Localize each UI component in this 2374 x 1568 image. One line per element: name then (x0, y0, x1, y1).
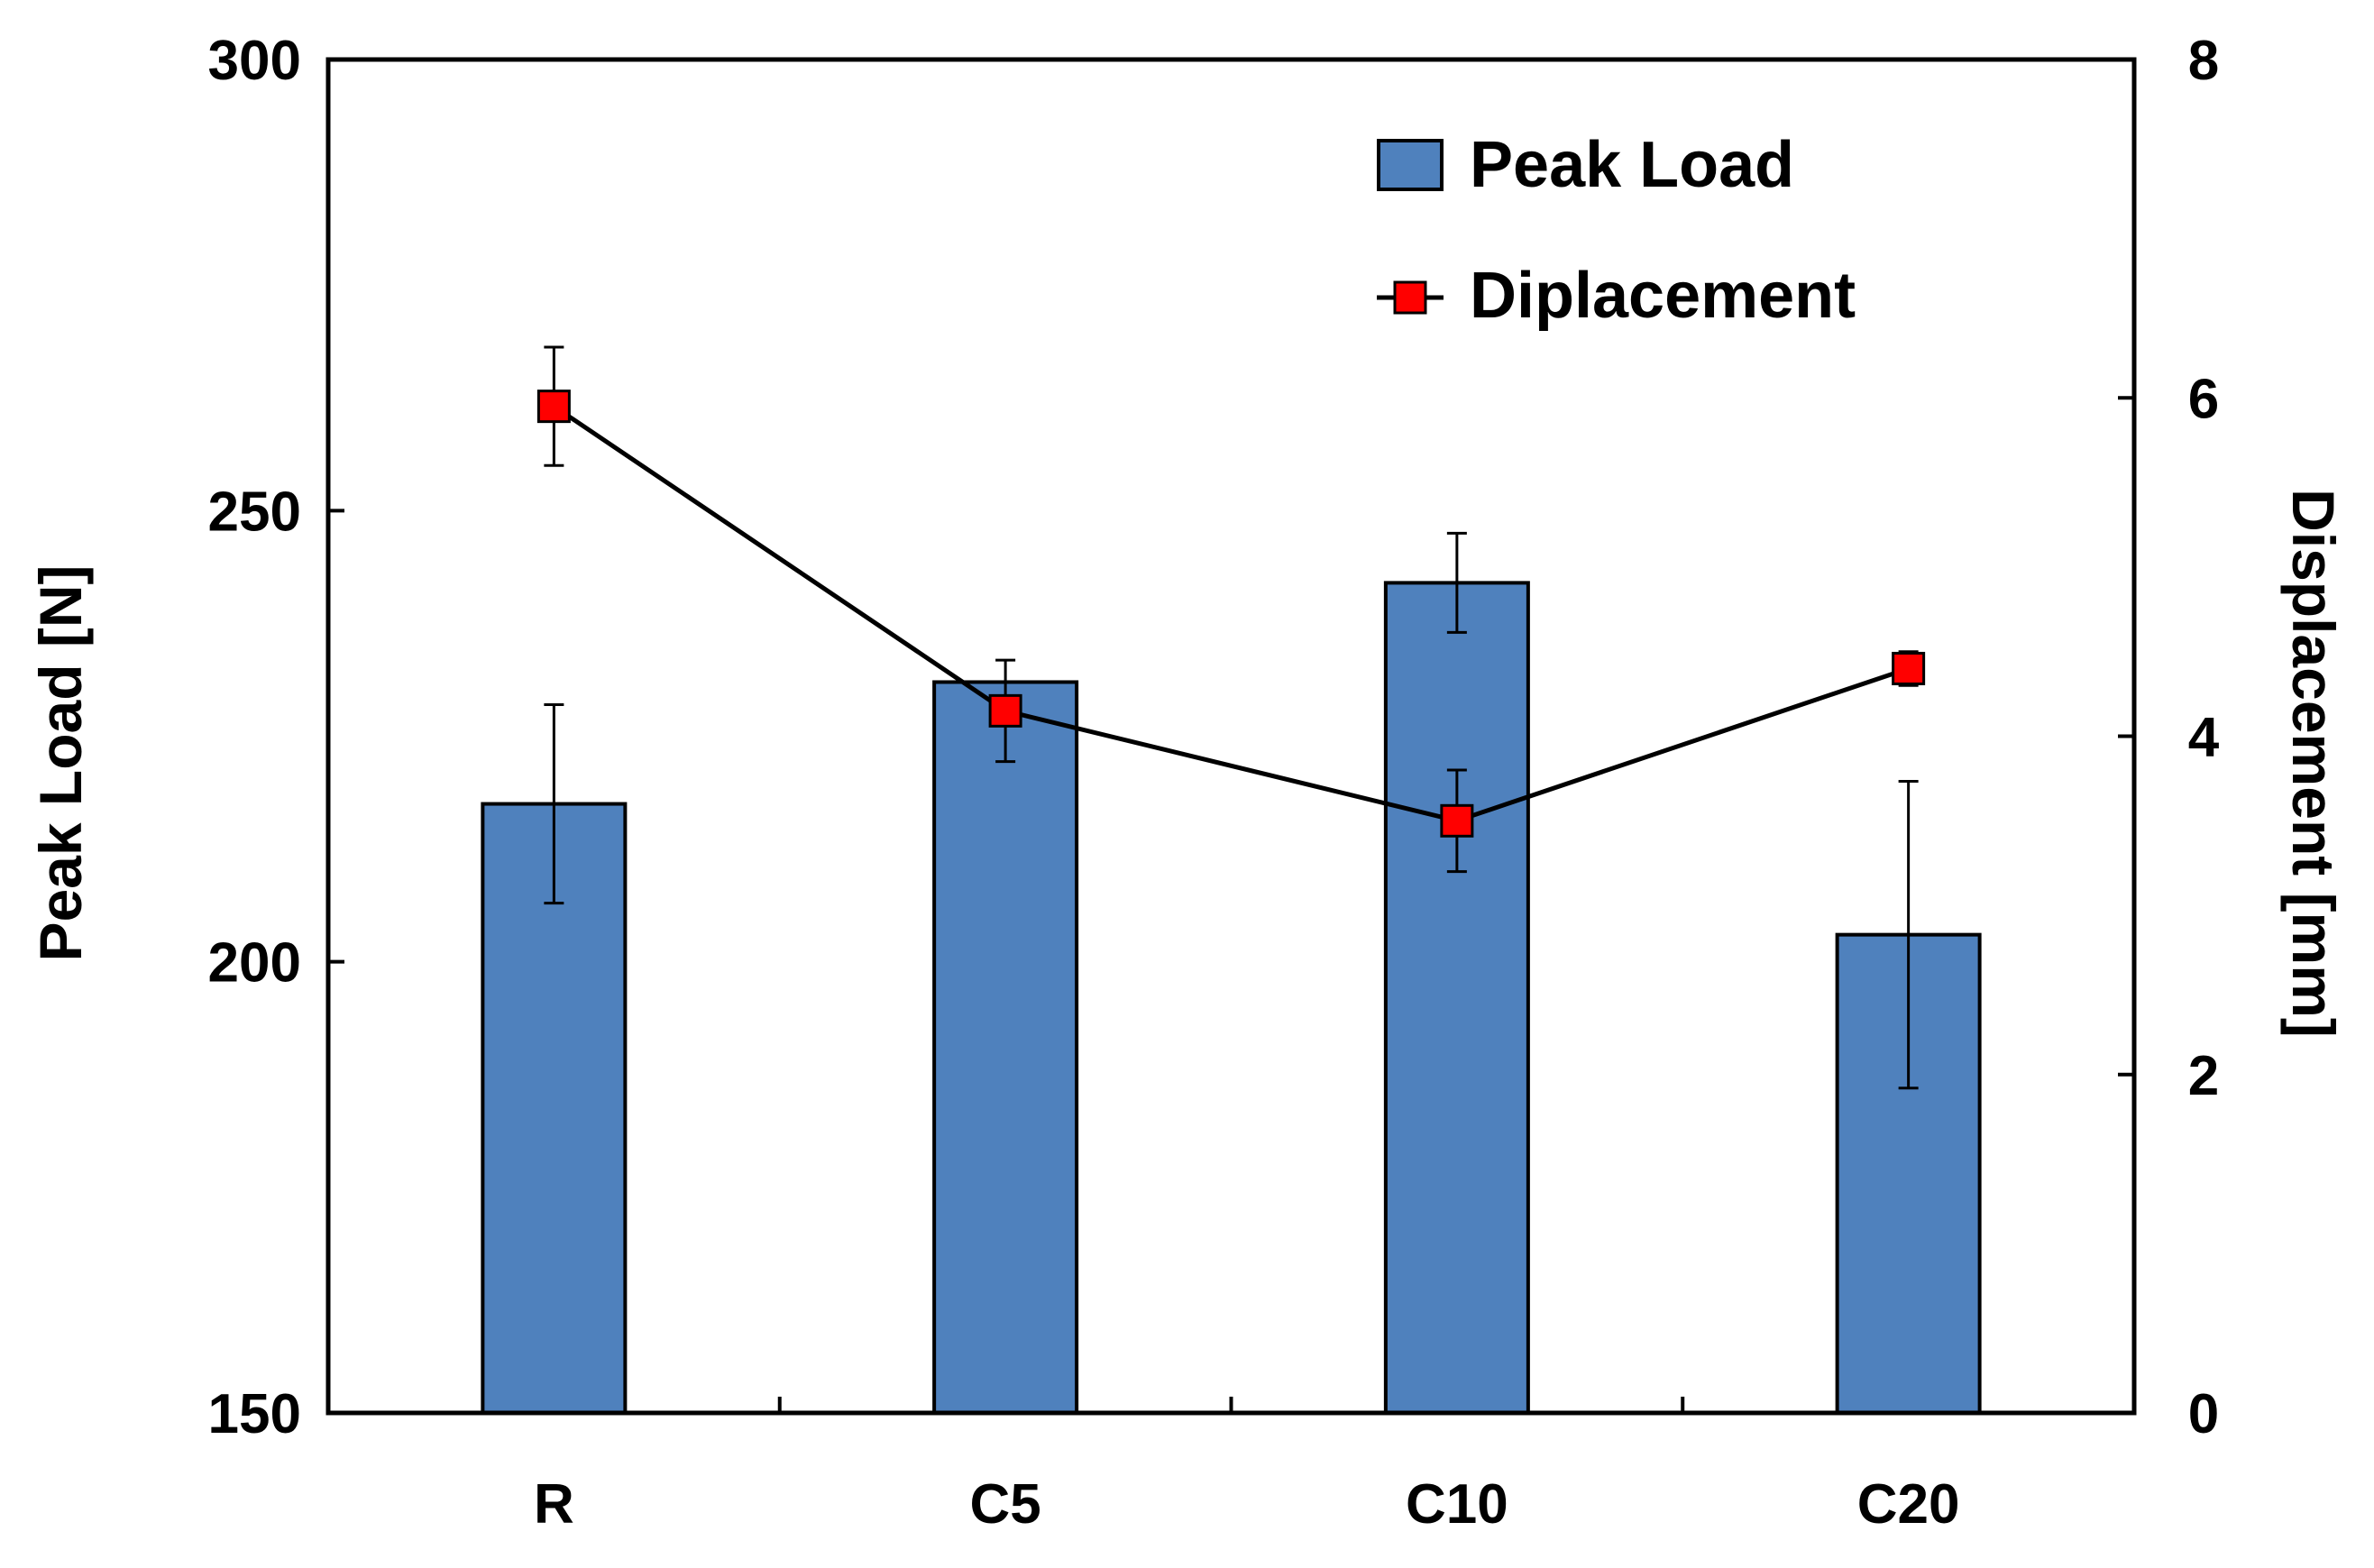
right-axis-ticks: 0 2 4 6 8 (2118, 30, 2220, 1445)
x-tick-label-c20: C20 (1857, 1473, 1960, 1536)
y2-tick-label: 8 (2188, 30, 2219, 92)
y2-tick-label: 4 (2188, 707, 2220, 769)
point-c5 (988, 693, 1022, 728)
legend-swatch-peak-load (1377, 139, 1444, 191)
y-tick-label: 250 (208, 481, 301, 543)
legend-label-displacement: Diplacement (1470, 260, 1856, 332)
y-tick-label: 200 (208, 932, 301, 995)
bar-error-r (544, 702, 564, 905)
y2-tick-label: 6 (2188, 368, 2219, 430)
line-layer (536, 345, 1926, 874)
bar-error-bars (544, 531, 1919, 1090)
y2-tick-label: 0 (2188, 1383, 2219, 1445)
bar-c5 (932, 680, 1079, 1415)
x-axis-ticks: R C5 C10 C20 (534, 1397, 1960, 1536)
legend-swatch-displacement-marker (1393, 280, 1427, 315)
y-tick-label: 300 (208, 30, 301, 92)
y2-tick-label: 2 (2188, 1045, 2219, 1107)
y-axis-title: Peak Load [N] (27, 564, 94, 961)
bar-r (481, 802, 628, 1415)
y2-axis-title: Displacement [mm] (2280, 489, 2347, 1038)
legend-label-peak-load: Peak Load (1470, 129, 1794, 201)
point-c10 (1440, 803, 1474, 838)
y-tick-label: 150 (208, 1383, 301, 1445)
bar-c10 (1383, 581, 1530, 1415)
x-tick-label-c10: C10 (1406, 1473, 1508, 1536)
bar-error-c10 (1446, 531, 1467, 634)
point-c20 (1892, 651, 1926, 685)
bars-layer (481, 581, 1982, 1415)
legend: Peak Load Diplacement (1377, 129, 1856, 332)
point-r (536, 390, 571, 424)
x-tick-label-c5: C5 (969, 1473, 1040, 1536)
displacement-line (552, 404, 1910, 823)
x-tick-label-r: R (534, 1473, 574, 1536)
bar-error-c20 (1898, 780, 1919, 1090)
left-axis-ticks: 150 200 250 300 (208, 30, 344, 1445)
